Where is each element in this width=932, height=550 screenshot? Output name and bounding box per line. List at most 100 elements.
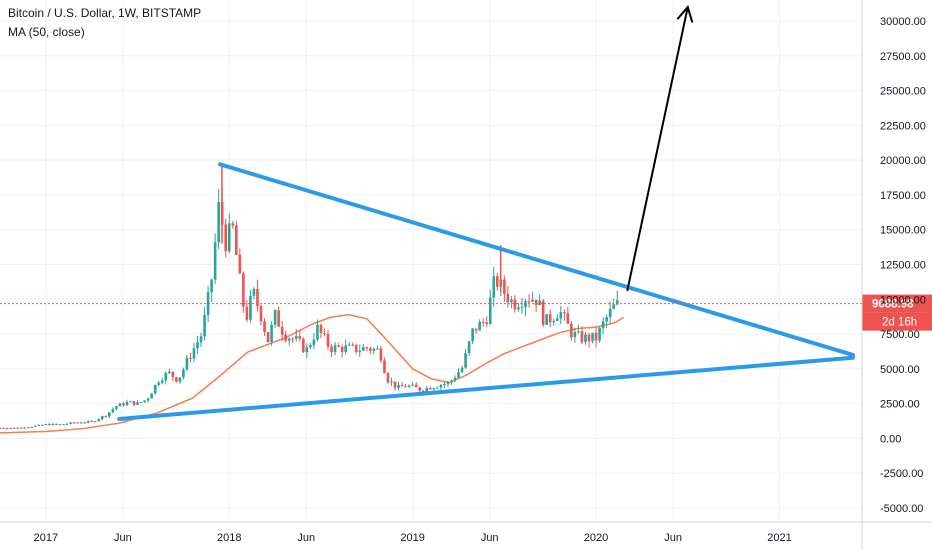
candle-body	[471, 328, 474, 342]
candle-body	[608, 308, 612, 318]
candle-body	[100, 416, 104, 420]
candle-body	[171, 371, 175, 378]
candle-body	[284, 334, 287, 341]
candle-body	[139, 402, 143, 404]
candle-body	[79, 422, 83, 424]
ma-line	[0, 313, 624, 434]
candle-body	[167, 371, 171, 374]
candle-body	[510, 299, 513, 303]
candle-body	[457, 372, 460, 378]
candle-body	[376, 348, 379, 350]
candle-body	[404, 386, 407, 388]
trendlines[interactable]	[117, 162, 855, 421]
candle-body	[347, 344, 351, 346]
candle-body	[160, 380, 164, 383]
candle-body	[115, 406, 118, 410]
candle-body	[369, 348, 372, 351]
candle-body	[615, 300, 619, 305]
candle-body	[217, 201, 220, 243]
candle-body	[242, 273, 245, 307]
candle-body	[354, 344, 358, 352]
candle-body	[428, 387, 432, 390]
candle-body	[238, 254, 242, 274]
y-tick-label: 5000.00	[880, 364, 920, 376]
candle-body	[111, 409, 115, 413]
candle-body	[41, 424, 44, 426]
candle-body	[72, 422, 76, 424]
candle-body	[143, 400, 146, 403]
candle-body	[517, 307, 520, 310]
candle-body	[333, 345, 337, 353]
x-tick-label: Jun	[664, 532, 682, 544]
candle-body	[432, 388, 436, 390]
candle-body	[280, 326, 284, 335]
candle-body	[481, 321, 485, 323]
candle-body	[104, 416, 108, 418]
candle-body	[407, 385, 411, 387]
candle-body	[344, 345, 347, 352]
arrow-head	[676, 5, 694, 23]
candle-body	[594, 332, 598, 341]
candle-body	[418, 387, 422, 391]
candle-body	[2, 428, 5, 430]
x-tick-label: Jun	[114, 532, 132, 544]
candle-body	[23, 427, 26, 429]
y-tick-label: 12500.00	[880, 260, 926, 272]
x-tick-label: 2020	[584, 532, 608, 544]
candle-body	[76, 422, 79, 424]
candle-body	[520, 307, 524, 309]
x-tick-label: 2019	[400, 532, 424, 544]
y-tick-label: 7500.00	[880, 329, 920, 341]
x-tick-label: 2018	[217, 532, 241, 544]
candle-body	[580, 331, 584, 343]
countdown-bg	[862, 312, 932, 331]
arrow-annotation[interactable]	[626, 5, 694, 292]
x-tick-label: Jun	[481, 532, 499, 544]
candle-body	[58, 424, 62, 426]
candle-body	[97, 419, 101, 422]
candle-body	[256, 289, 259, 307]
y-tick-label: -5000.00	[880, 503, 923, 515]
arrow-shaft	[626, 6, 689, 292]
candle-body	[531, 299, 534, 302]
candle-body	[263, 321, 266, 333]
candle-body	[44, 424, 48, 426]
candle-body	[563, 312, 566, 314]
y-tick-label: 17500.00	[880, 190, 926, 202]
candle-body	[538, 300, 541, 306]
candle-body	[524, 301, 527, 308]
candle-body	[33, 425, 37, 427]
candle-body	[199, 336, 203, 343]
candle-body	[478, 321, 481, 331]
y-tick-label: 0.00	[880, 433, 901, 445]
lower-trendline	[117, 355, 855, 421]
candle-body	[90, 420, 94, 422]
candle-body	[55, 423, 58, 425]
candle-body	[390, 381, 393, 383]
candle-body	[326, 333, 330, 347]
candle-body	[316, 324, 319, 340]
candle-body	[587, 334, 591, 342]
candle-body	[559, 312, 563, 319]
candle-body	[19, 427, 23, 429]
candle-body	[566, 313, 570, 324]
candle-body	[16, 427, 19, 429]
candle-body	[361, 347, 365, 351]
y-tick-label: 30000.00	[880, 16, 926, 28]
candle-body	[351, 344, 355, 346]
y-tick-label: 27500.00	[880, 51, 926, 63]
candle-body	[203, 314, 206, 337]
candle-body	[227, 223, 231, 252]
candle-body	[12, 427, 16, 429]
candle-body	[150, 393, 153, 399]
candle-body	[9, 428, 12, 430]
candle-body	[372, 348, 376, 351]
candle-body	[30, 426, 34, 428]
price-line: 9688.98 2d 16h	[0, 294, 932, 331]
candle-body	[259, 306, 263, 322]
candle-body	[485, 322, 489, 324]
y-tick-label: 22500.00	[880, 120, 926, 132]
candle-body	[601, 321, 605, 328]
